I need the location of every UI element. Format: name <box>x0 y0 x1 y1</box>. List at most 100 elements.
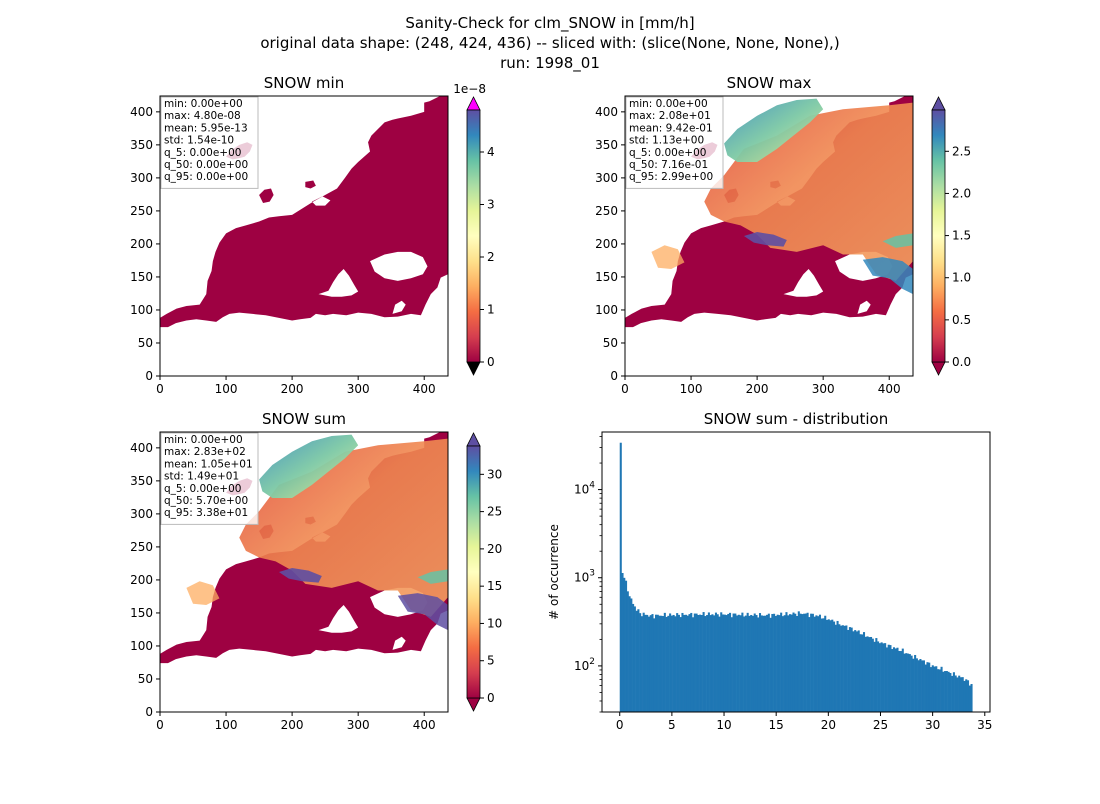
x-tick-label: 100 <box>215 382 238 396</box>
stats-line: std: 1.49e+01 <box>164 471 239 483</box>
y-tick-label: 0 <box>610 369 618 383</box>
panel-snow-max: 0 100 200 300 400 0 50 100 150 200 250 300 350 400 SNO… <box>595 74 971 396</box>
colorbar: 0.0 0.5 1.0 1.5 2.0 2.5 <box>931 96 971 376</box>
colorbar-tick-label: 2.5 <box>952 144 971 158</box>
colorbar-tick-label: 1.5 <box>952 229 971 243</box>
y-tick-label: 150 <box>595 270 618 284</box>
snow-field-iberia <box>651 245 685 270</box>
histogram-bar <box>884 643 887 712</box>
y-tick-label: 300 <box>130 171 153 185</box>
histogram-bar <box>938 669 941 712</box>
stats-line: q_95: 3.38e+01 <box>164 507 248 519</box>
stats-line: min: 0.00e+00 <box>164 98 243 110</box>
y-tick-label: 150 <box>130 270 153 284</box>
histogram-bar <box>637 609 640 712</box>
histogram-bar <box>766 614 769 712</box>
histogram-bar <box>734 613 737 712</box>
colorbar-tick-label: 3 <box>487 198 495 212</box>
histogram-bar <box>714 612 717 712</box>
histogram-bar <box>907 653 910 712</box>
histogram-bar <box>690 612 693 712</box>
histogram-bar <box>834 624 837 712</box>
histogram-bar <box>783 615 786 712</box>
histogram-bar <box>619 442 622 712</box>
histogram-bar <box>699 614 702 712</box>
panel-title: SNOW sum - distribution <box>704 410 889 428</box>
histogram-bar <box>709 615 712 712</box>
histogram-bar <box>848 627 851 712</box>
snow-field-caucasus <box>882 233 913 248</box>
histogram-bar <box>818 614 821 712</box>
histogram-bar <box>787 615 790 712</box>
histogram-bar <box>803 613 806 712</box>
histogram-bar <box>658 615 661 712</box>
y-axis-label: # of occurrence <box>547 524 561 620</box>
suptitle-line-2: original data shape: (248, 424, 436) -- … <box>260 34 839 52</box>
histogram-bar <box>864 636 867 712</box>
colorbar-tick-label: 15 <box>487 579 502 593</box>
suptitle-line-3: run: 1998_01 <box>500 54 600 73</box>
histogram-bar <box>829 620 832 712</box>
histogram-bar <box>704 616 707 712</box>
histogram-bar <box>852 631 855 712</box>
histogram-bar <box>877 641 880 712</box>
y-tick-label: 250 <box>130 540 153 554</box>
axes-frame <box>159 95 449 377</box>
histogram-bar <box>771 613 774 712</box>
y-tick-label: 200 <box>130 573 153 587</box>
histogram-bar <box>929 667 933 712</box>
histogram-bar <box>910 655 913 712</box>
histogram-bar <box>760 615 763 712</box>
histogram-bar <box>861 634 864 712</box>
histogram-bar <box>644 614 647 712</box>
colorbar-tick-label: 2.0 <box>952 186 971 200</box>
histogram-bar <box>623 577 626 712</box>
x-tick-label: 0 <box>156 382 164 396</box>
histogram-bar <box>885 647 888 712</box>
y-tick-label: 102 <box>574 657 595 673</box>
histogram-bar <box>767 613 770 712</box>
y-tick-label: 250 <box>595 204 618 218</box>
axes-frame <box>601 431 991 713</box>
histogram-bar <box>773 613 776 712</box>
y-tick-label: 250 <box>130 204 153 218</box>
snow-field-scandinavia <box>259 434 359 499</box>
histogram-bar <box>808 617 811 712</box>
histogram-bar <box>653 618 656 712</box>
colorbar-gradient <box>466 109 481 363</box>
histogram-bar <box>635 610 638 712</box>
histogram-bar <box>804 613 807 712</box>
histogram-bar <box>739 615 742 712</box>
histogram-bar <box>892 647 896 712</box>
y-tick-label: 200 <box>595 237 618 251</box>
histogram-bar <box>751 615 754 712</box>
histogram-bar <box>940 666 943 712</box>
histogram-bar <box>748 615 751 712</box>
x-tick-label: 30 <box>925 718 940 732</box>
x-tick-label: 25 <box>873 718 888 732</box>
histogram-bar <box>806 612 809 712</box>
colorbar-extend-under <box>931 361 946 376</box>
histogram-bar <box>827 619 830 712</box>
histogram-bar <box>873 641 876 712</box>
histogram-bar <box>723 614 726 712</box>
histogram-bar <box>679 617 682 712</box>
histogram-bar <box>707 612 710 712</box>
y-tick-label: 400 <box>595 105 618 119</box>
histogram-bars <box>619 442 973 712</box>
x-tick-label: 400 <box>413 718 436 732</box>
histogram-bar <box>736 615 739 712</box>
histogram-bar <box>935 666 938 712</box>
stats-line: max: 4.80e-08 <box>164 110 241 122</box>
histogram-bar <box>811 613 814 712</box>
histogram-bar <box>926 662 929 712</box>
histogram-bar <box>730 617 733 712</box>
histogram-bar <box>697 614 700 712</box>
histogram-bar <box>903 653 906 712</box>
colorbar-gradient <box>931 109 946 363</box>
stats-line: mean: 9.42e-01 <box>629 122 713 134</box>
histogram-bar <box>870 636 873 712</box>
histogram-bar <box>725 615 728 712</box>
histogram-bar <box>677 614 680 712</box>
